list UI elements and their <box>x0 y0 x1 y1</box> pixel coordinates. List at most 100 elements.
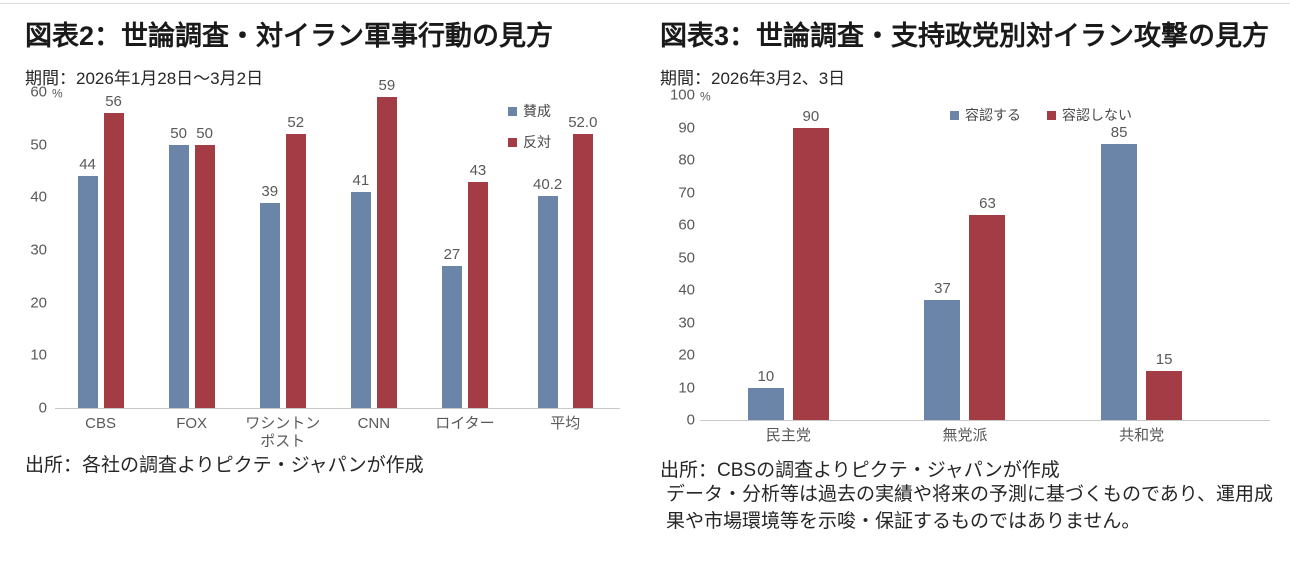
category-label: CNN <box>357 415 391 432</box>
bar-value-label: 37 <box>934 279 951 297</box>
bar-accept <box>924 299 961 420</box>
bar-value-label: 50 <box>196 124 213 142</box>
bar-column-approve: 40.2 <box>533 92 562 408</box>
y-tick-label: 50 <box>678 249 695 266</box>
bar-column-oppose: 59 <box>376 77 397 408</box>
category-group: 37 63 無党派 <box>924 95 1006 444</box>
bar-value-label: 90 <box>802 107 820 125</box>
bar-column-accept: 37 <box>924 95 961 420</box>
bar-oppose <box>103 113 124 408</box>
bar-column-oppose: 52 <box>285 92 306 408</box>
category-label: CBS <box>85 415 116 432</box>
figure2-period: 期間：2026年1月28日～3月2日 <box>25 69 264 88</box>
plot-area: 44 56 CBS 50 50 FOX 39 52 ワシントン ポスト 41 59 CNN 27 43 ロイ… <box>55 77 620 450</box>
bar-pair: 85 15 <box>1101 95 1183 420</box>
legend: 賛成 反対 <box>508 101 551 152</box>
bar-oppose <box>376 97 397 408</box>
y-axis: 0 10 20 30 40 50 60% <box>25 84 62 417</box>
legend-label: 反対 <box>523 134 551 150</box>
category-group: 41 59 CNN <box>350 77 397 432</box>
figure2-title: 図表2：世論調査・対イラン軍事行動の見方 <box>25 21 554 51</box>
bar-value-label: 40.2 <box>533 176 563 194</box>
bar-oppose <box>572 134 593 408</box>
figure3-source: 出所：CBSの調査よりピクテ・ジャパンが作成 <box>660 460 1060 481</box>
bar-column-oppose: 50 <box>194 92 215 408</box>
bar-oppose <box>285 134 306 408</box>
category-label: 民主党 <box>765 427 811 444</box>
bar-value-label: 52.0 <box>568 114 598 132</box>
bar-column-approve: 41 <box>350 92 371 408</box>
legend-item-accept: 容認する <box>950 105 1021 125</box>
legend-label: 容認しない <box>1062 107 1132 123</box>
bar-column-accept: 85 <box>1101 95 1138 420</box>
bar-approve <box>350 192 371 408</box>
figure2-panel: 図表2：世論調査・対イラン軍事行動の見方 期間：2026年1月28日～3月2日 … <box>25 14 630 559</box>
bar-column-approve: 39 <box>259 92 280 408</box>
figure3-panel: 図表3：世論調査・支持政党別対イラン攻撃の見方 期間：2026年3月2、3日 0… <box>660 14 1290 559</box>
legend-swatch <box>508 106 517 116</box>
legend-swatch <box>950 110 959 120</box>
category-label: 共和党 <box>1119 427 1165 444</box>
bar-approve <box>77 176 98 408</box>
category-label: FOX <box>176 415 208 432</box>
bar-pair: 41 59 <box>350 77 397 408</box>
bar-column-oppose: 56 <box>103 92 124 408</box>
bar-pair: 40.2 52.0 <box>533 92 597 408</box>
bar-accept <box>747 387 784 420</box>
y-tick-label: 50 <box>30 136 47 154</box>
y-tick-label: 40 <box>678 281 695 299</box>
bar-value-label: 43 <box>469 161 487 179</box>
legend-label: 賛成 <box>523 103 551 119</box>
bar-column-oppose: 52.0 <box>568 92 597 408</box>
bar-value-label: 85 <box>1110 123 1128 141</box>
category-group: 85 15 共和党 <box>1101 95 1183 444</box>
legend-item-approve: 賛成 <box>508 101 551 121</box>
y-tick-label: 10 <box>30 346 47 364</box>
top-divider <box>0 3 1290 4</box>
category-label: ワシントン ポスト <box>245 415 321 450</box>
figure3-chart: 0 10 20 30 40 50 60 70 80 90 100% 10 90 民主党 37 63 無党派 85… <box>660 87 1290 444</box>
category-group: 40.2 52.0 平均 <box>533 92 597 432</box>
legend-swatch <box>1047 110 1056 120</box>
bar-not-accept <box>1146 371 1183 420</box>
bar-value-label: 56 <box>105 93 122 111</box>
bar-not-accept <box>792 127 829 420</box>
category-label: 無党派 <box>942 427 988 444</box>
bar-pair: 27 43 <box>441 92 488 408</box>
figure2-chart: 0 10 20 30 40 50 60% 44 56 CBS 50 50 FOX 39 52 ワシントン ポ… <box>25 77 630 450</box>
figure3-period: 期間：2026年3月2、3日 <box>660 69 846 88</box>
y-tick-label: 100% <box>669 86 711 104</box>
category-group: 50 50 FOX <box>168 92 215 432</box>
y-tick-label: 0 <box>686 411 695 429</box>
figure3-title: 図表3：世論調査・支持政党別対イラン攻撃の見方 <box>660 21 1270 51</box>
plot-area: 10 90 民主党 37 63 無党派 85 15 共和党 容認する 容認しない <box>700 95 1270 444</box>
bar-not-accept <box>969 215 1006 420</box>
y-tick-label: 10 <box>678 379 695 396</box>
y-axis-unit: % <box>700 89 711 104</box>
legend: 容認する 容認しない <box>950 105 1132 125</box>
bar-column-not-accept: 15 <box>1146 95 1183 420</box>
figure2-source: 出所：各社の調査よりピクテ・ジャパンが作成 <box>25 455 424 476</box>
bar-value-label: 59 <box>378 77 396 95</box>
y-tick-label: 30 <box>678 314 695 331</box>
bar-value-label: 27 <box>443 245 461 263</box>
bar-oppose <box>194 144 215 408</box>
plot-groups: 10 90 民主党 37 63 無党派 85 15 共和党 <box>700 95 1270 444</box>
category-group: 27 43 ロイター <box>435 92 494 432</box>
y-tick-label: 40 <box>30 188 47 206</box>
bar-column-not-accept: 63 <box>969 95 1006 420</box>
bar-approve <box>441 265 462 408</box>
bar-pair: 44 56 <box>77 92 124 408</box>
legend-swatch <box>508 137 517 147</box>
bar-approve <box>259 202 280 408</box>
bar-value-label: 52 <box>287 114 305 132</box>
y-tick-label: 0 <box>38 399 47 417</box>
y-tick-label: 90 <box>678 119 695 136</box>
legend-item-oppose: 反対 <box>508 132 551 152</box>
bar-accept <box>1101 143 1138 420</box>
bar-value-label: 50 <box>170 124 187 142</box>
y-tick-label: 20 <box>678 346 695 364</box>
bar-value-label: 44 <box>79 156 96 174</box>
legend-label: 容認する <box>965 107 1021 123</box>
